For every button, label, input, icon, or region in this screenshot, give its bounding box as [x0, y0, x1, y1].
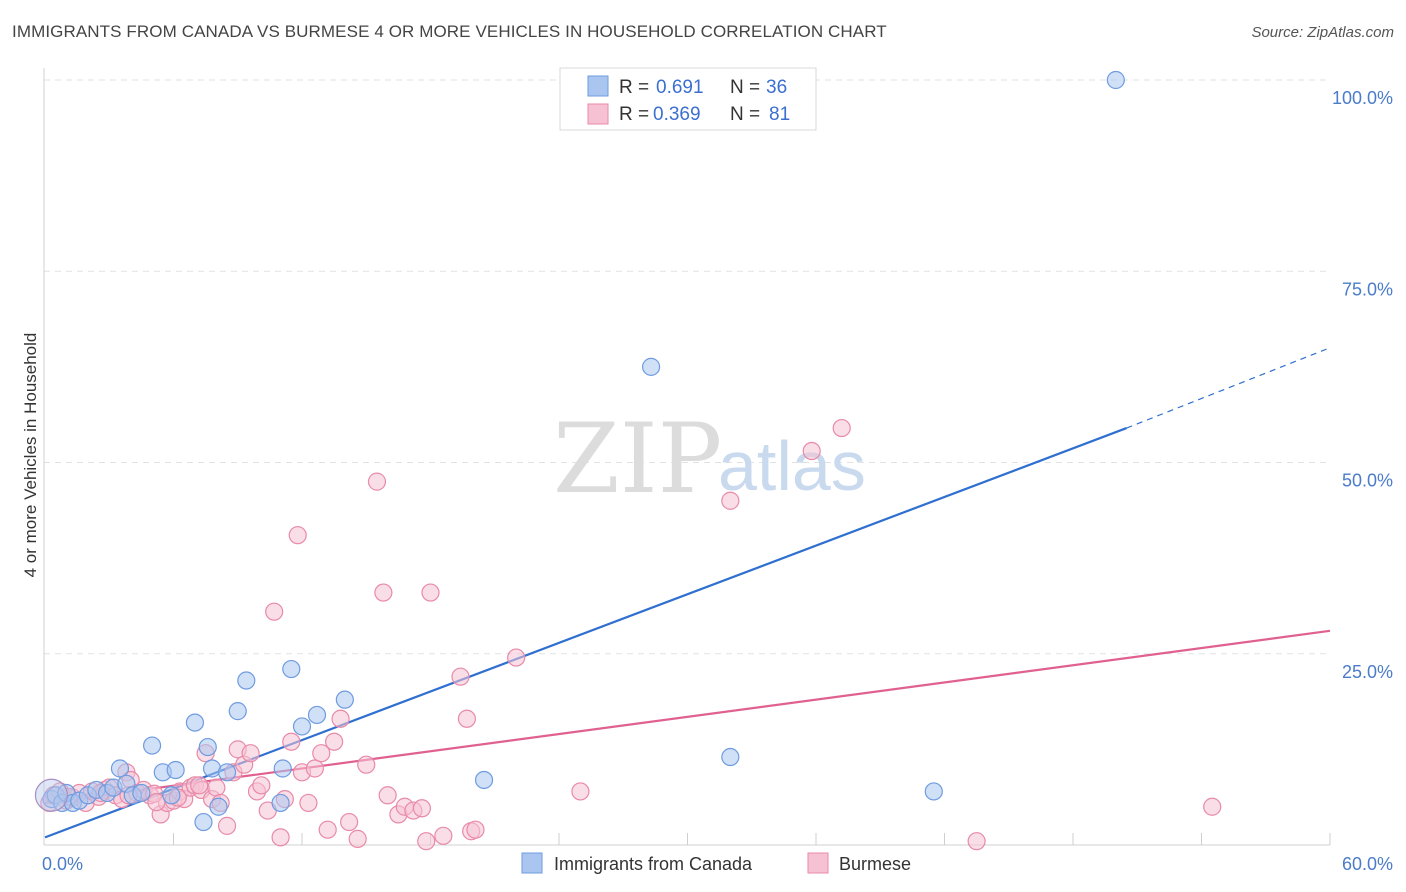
point-burmese-50 — [331, 709, 350, 728]
point-burmese-51 — [340, 812, 359, 832]
watermark: ZIP atlas — [553, 403, 866, 515]
watermark-zip: ZIP — [553, 403, 722, 515]
point-burmese-49 — [325, 732, 344, 751]
point-burmese-80 — [147, 793, 166, 812]
tick-labels: 25.0% 50.0% 75.0% 100.0% 0.0% 60.0% — [42, 88, 1393, 874]
point-canada-20 — [198, 737, 217, 757]
point-canada-32 — [474, 770, 494, 790]
series-legend-label-canada: Immigrants from Canada — [554, 854, 753, 874]
point-burmese-60 — [412, 799, 432, 818]
series-legend-swatch-burmese — [807, 852, 829, 874]
point-burmese-68 — [507, 648, 526, 667]
point-canada-33 — [641, 357, 661, 376]
point-burmese-47 — [312, 744, 331, 763]
point-burmese-54 — [367, 472, 387, 491]
axes — [43, 68, 1331, 846]
legend-n-label-burmese: N = — [730, 104, 760, 125]
point-burmese-29 — [207, 778, 226, 797]
series-legend-swatch-canada — [521, 852, 543, 874]
legend: R = 0.691 N = 36 R = 0.369 N = 81 — [559, 67, 817, 131]
point-canada-21 — [202, 759, 222, 778]
point-canada-14 — [142, 736, 162, 755]
point-burmese-79 — [190, 776, 209, 795]
chart-source: Source: ZipAtlas.com — [1251, 24, 1394, 41]
point-cluster-origin — [34, 778, 69, 812]
point-canada-25 — [237, 671, 256, 690]
y-tick-label-0: 25.0% — [1342, 662, 1393, 682]
point-canada-19 — [194, 812, 213, 832]
point-canada-16 — [162, 786, 181, 805]
trend-line-1 — [44, 629, 1331, 805]
point-burmese-43 — [288, 526, 307, 545]
legend-r-value-canada: 0.691 — [656, 77, 704, 98]
point-canada-30 — [307, 705, 327, 725]
chart-title: IMMIGRANTS FROM CANADA VS BURMESE 4 OR M… — [12, 22, 887, 41]
legend-n-value-burmese: 81 — [769, 104, 790, 125]
point-burmese-45 — [299, 793, 318, 813]
point-burmese-42 — [282, 732, 301, 751]
point-canada-10 — [110, 759, 130, 778]
point-canada-26 — [271, 793, 290, 813]
trend-line-extension-0 — [1126, 347, 1331, 429]
legend-r-label-canada: R = — [619, 77, 649, 98]
watermark-atlas: atlas — [718, 427, 866, 505]
point-canada-22 — [209, 797, 228, 816]
point-canada-27 — [273, 759, 292, 778]
y-tick-label-2: 75.0% — [1342, 279, 1393, 299]
point-canada-17 — [166, 760, 185, 780]
x-tick-label-1: 60.0% — [1342, 854, 1393, 874]
legend-n-value-canada: 36 — [766, 77, 787, 98]
point-burmese-74 — [1203, 797, 1222, 816]
legend-n-label-canada: N = — [730, 77, 760, 98]
point-burmese-72 — [832, 418, 851, 438]
point-burmese-55 — [374, 583, 393, 602]
series-legend: Immigrants from Canada Burmese — [521, 852, 911, 874]
point-burmese-35 — [241, 744, 260, 763]
point-burmese-39 — [265, 602, 284, 621]
point-burmese-37 — [252, 776, 271, 795]
point-canada-35 — [924, 782, 943, 801]
data-points — [34, 70, 1222, 851]
point-canada-24 — [228, 702, 247, 721]
point-burmese-63 — [434, 826, 453, 845]
point-canada-34 — [721, 747, 740, 767]
point-canada-28 — [282, 659, 301, 679]
point-canada-36 — [1106, 70, 1125, 90]
point-canada-31 — [335, 690, 354, 709]
legend-r-value-burmese: 0.369 — [653, 104, 701, 125]
legend-r-label-burmese: R = — [619, 104, 649, 125]
point-burmese-69 — [571, 782, 590, 801]
point-burmese-64 — [451, 667, 470, 686]
point-burmese-52 — [348, 829, 367, 848]
point-canada-18 — [185, 713, 205, 732]
point-burmese-46 — [305, 759, 324, 778]
gridlines — [44, 79, 1330, 655]
point-burmese-73 — [967, 832, 986, 851]
legend-swatch-burmese — [587, 103, 609, 125]
point-burmese-48 — [318, 820, 337, 839]
point-burmese-62 — [421, 583, 440, 602]
point-burmese-31 — [217, 816, 237, 835]
x-tick-label-0: 0.0% — [42, 854, 83, 874]
point-canada-29 — [292, 717, 312, 736]
point-canada-13 — [132, 783, 151, 803]
point-burmese-40 — [271, 828, 290, 847]
y-axis-title: 4 or more Vehicles in Household — [21, 333, 40, 578]
point-burmese-56 — [378, 786, 397, 805]
point-burmese-71 — [802, 441, 821, 461]
point-burmese-53 — [357, 755, 376, 774]
point-canada-23 — [217, 763, 237, 782]
series-legend-label-burmese: Burmese — [839, 854, 911, 874]
legend-swatch-canada — [587, 75, 609, 97]
point-burmese-61 — [417, 832, 436, 851]
point-burmese-67 — [466, 820, 485, 839]
y-tick-label-1: 50.0% — [1342, 471, 1393, 491]
y-tick-label-3: 100.0% — [1332, 88, 1393, 108]
point-burmese-70 — [721, 491, 740, 510]
point-burmese-65 — [457, 709, 477, 728]
